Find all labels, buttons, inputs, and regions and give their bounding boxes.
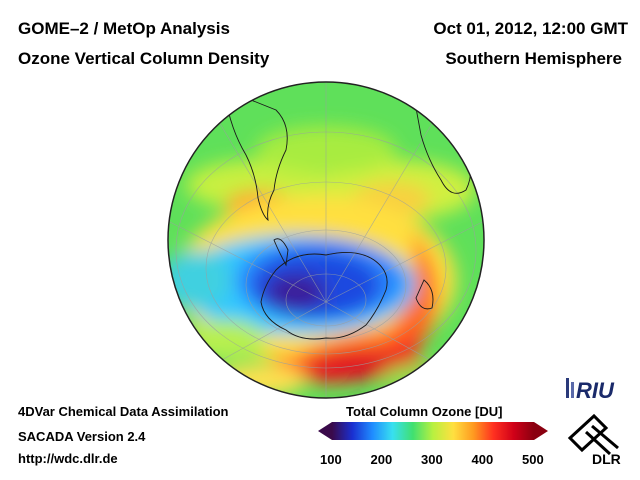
ozone-globe-map <box>167 81 485 399</box>
colorbar-min-arrow <box>318 422 332 440</box>
legend-title: Total Column Ozone [DU] <box>346 404 503 419</box>
colorbar-max-arrow <box>534 422 548 440</box>
footer-line-1: 4DVar Chemical Data Assimilation <box>18 404 229 419</box>
colorbar-tick-label: 300 <box>421 452 443 467</box>
footer-url[interactable]: http://wdc.dlr.de <box>18 451 118 466</box>
riu-logo: RIU <box>566 378 615 403</box>
map-subtitle: Ozone Vertical Column Density <box>18 49 270 68</box>
dlr-logo-text: DLR <box>592 451 621 467</box>
colorbar-gradient <box>332 422 534 440</box>
map-date: Oct 01, 2012, 12:00 GMT <box>433 19 628 38</box>
colorbar-tick-label: 400 <box>471 452 494 467</box>
ozone-field <box>168 82 484 398</box>
colorbar-tick-label: 200 <box>370 452 393 467</box>
dlr-logo: DLR <box>567 413 621 467</box>
colorbar-tick-label: 100 <box>320 452 342 467</box>
colorbar <box>318 422 548 440</box>
map-title: GOME–2 / MetOp Analysis <box>18 19 230 38</box>
footer-line-2: SACADA Version 2.4 <box>18 429 146 444</box>
colorbar-tick-label: 500 <box>522 452 544 467</box>
dlr-emblem-icon <box>567 413 619 456</box>
map-region: Southern Hemisphere <box>445 49 622 68</box>
riu-logo-text: RIU <box>576 378 615 403</box>
